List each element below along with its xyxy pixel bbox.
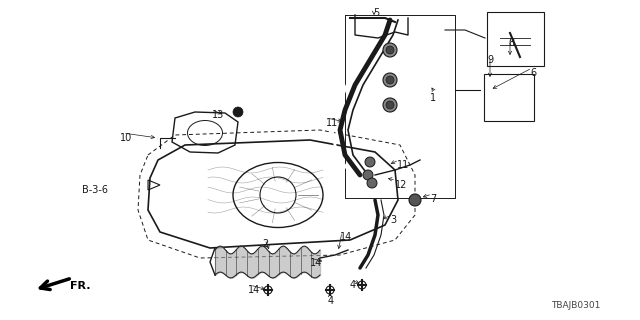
Text: 5: 5	[373, 8, 380, 18]
Text: 4: 4	[350, 280, 356, 290]
Text: 14: 14	[310, 258, 323, 268]
Circle shape	[386, 76, 394, 84]
Text: 1: 1	[430, 93, 436, 103]
Circle shape	[367, 178, 377, 188]
Circle shape	[383, 43, 397, 57]
Text: 8: 8	[508, 38, 514, 48]
Text: 3: 3	[390, 215, 396, 225]
Text: FR.: FR.	[70, 281, 90, 291]
Circle shape	[363, 170, 373, 180]
Text: 14: 14	[340, 232, 352, 242]
Text: 12: 12	[395, 180, 408, 190]
Text: 11: 11	[326, 118, 339, 128]
Circle shape	[386, 101, 394, 109]
Circle shape	[365, 157, 375, 167]
Text: 11: 11	[397, 160, 409, 170]
Text: 13: 13	[212, 110, 224, 120]
Text: TBAJB0301: TBAJB0301	[550, 301, 600, 310]
Circle shape	[383, 98, 397, 112]
Circle shape	[409, 194, 421, 206]
Text: B-3-6: B-3-6	[82, 185, 108, 195]
Text: 7: 7	[430, 194, 436, 204]
Text: 2: 2	[262, 239, 268, 249]
Circle shape	[386, 46, 394, 54]
Text: 4: 4	[328, 296, 334, 306]
Circle shape	[383, 73, 397, 87]
Text: 10: 10	[120, 133, 132, 143]
Circle shape	[233, 107, 243, 117]
Text: 14: 14	[248, 285, 260, 295]
Text: 6: 6	[530, 68, 536, 78]
Text: 9: 9	[487, 55, 493, 65]
